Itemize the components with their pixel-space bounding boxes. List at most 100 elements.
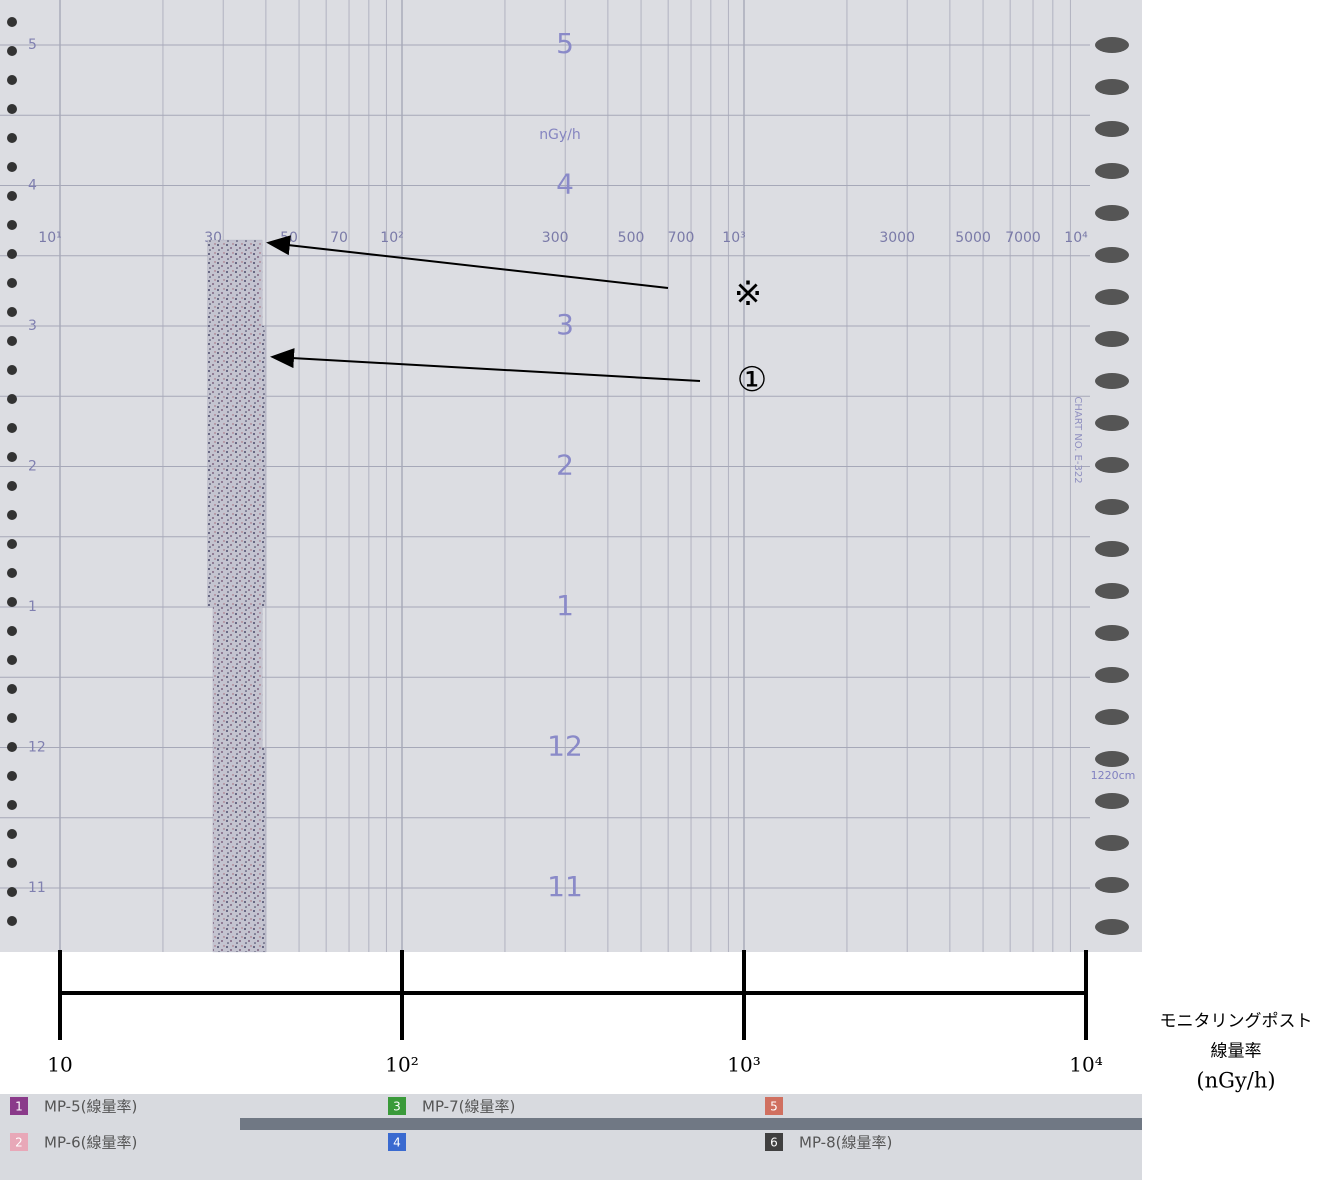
legend-swatch [10, 1133, 28, 1151]
edge-dot [7, 17, 17, 27]
edge-dot [7, 742, 17, 752]
x-axis-label: モニタリングポスト [1160, 1012, 1313, 1032]
legend-swatch [388, 1097, 406, 1115]
sprocket-hole [1095, 163, 1129, 179]
edge-dot [7, 452, 17, 462]
plot-area [207, 239, 267, 953]
sprocket-hole [1095, 289, 1129, 305]
sprocket-hole [1095, 709, 1129, 725]
edge-dot [7, 133, 17, 143]
x-tick-label: 10⁴ [1069, 1053, 1102, 1077]
paper-unit: nGy/h [539, 127, 581, 143]
chart-paper [0, 0, 1142, 952]
paper-scale-label: 5000 [955, 230, 991, 246]
sprocket-hole [1095, 37, 1129, 53]
x-axis-label: (nGy/h) [1196, 1069, 1275, 1093]
sprocket-hole [1095, 793, 1129, 809]
hour-label: 1 [556, 589, 574, 622]
paper-scale-label: 10² [380, 230, 403, 246]
legend-label: MP-8(線量率) [799, 1134, 892, 1152]
hour-label: 12 [28, 740, 46, 756]
sprocket-hole [1095, 499, 1129, 515]
arrow [270, 348, 701, 382]
hour-label: 12 [547, 730, 583, 763]
edge-dot [7, 858, 17, 868]
sprocket-hole [1095, 79, 1129, 95]
paper-scale-label: 7000 [1005, 230, 1041, 246]
legend-number: 5 [770, 1100, 778, 1114]
edge-dot [7, 713, 17, 723]
edge-dot [7, 307, 17, 317]
edge-dot [7, 829, 17, 839]
edge-dot [7, 684, 17, 694]
edge-dot [7, 568, 17, 578]
paper-scale-label: 500 [618, 230, 645, 246]
dose-rate-band [212, 747, 267, 889]
edge-dot [7, 220, 17, 230]
hour-label: 1 [28, 599, 37, 615]
sprocket-hole [1095, 121, 1129, 137]
legend-number: 6 [770, 1136, 778, 1150]
edge-dot [7, 771, 17, 781]
paper-length: 1220cm [1091, 769, 1136, 782]
legend-swatch [10, 1097, 28, 1115]
edge-dot [7, 336, 17, 346]
edge-dot [7, 887, 17, 897]
legend-label: MP-6(線量率) [44, 1134, 137, 1152]
dose-rate-band [207, 239, 263, 327]
sprocket-hole [1095, 667, 1129, 683]
paper-scale-label: 10³ [722, 230, 745, 246]
legend-label: MP-7(線量率) [422, 1098, 515, 1116]
edge-dot [7, 626, 17, 636]
annotation: ※ [734, 274, 763, 314]
edge-dot [7, 162, 17, 172]
sprocket-hole [1095, 877, 1129, 893]
edge-dot [7, 249, 17, 259]
edge-dot [7, 365, 17, 375]
edge-dot [7, 916, 17, 926]
sprocket-hole [1095, 919, 1129, 935]
sprocket-hole [1095, 583, 1129, 599]
edge-dot [7, 655, 17, 665]
x-axis-label: 線量率 [1211, 1042, 1262, 1062]
paper-scale-label: 10¹ [38, 230, 61, 246]
sprocket-hole [1095, 835, 1129, 851]
legend-swatch [765, 1097, 783, 1115]
x-tick-label: 10² [385, 1053, 418, 1077]
legend-swatch [388, 1133, 406, 1151]
hour-label: 3 [556, 308, 574, 341]
chart-number: CHART NO. E-322 [1072, 396, 1083, 483]
edge-dot [7, 75, 17, 85]
sprocket-hole [1095, 247, 1129, 263]
sprocket-hole [1095, 751, 1129, 767]
dose-rate-band [207, 466, 267, 608]
hour-label: 11 [28, 880, 46, 896]
hour-label: 11 [547, 870, 583, 903]
edge-dot [7, 423, 17, 433]
legend-number: 3 [393, 1100, 401, 1114]
legend-label: MP-5(線量率) [44, 1098, 137, 1116]
sprocket-hole [1095, 457, 1129, 473]
sprocket-hole [1095, 415, 1129, 431]
edge-dot [7, 510, 17, 520]
hour-label: 5 [556, 27, 574, 60]
hour-label: 4 [556, 168, 574, 201]
paper-scale-label: 70 [330, 230, 348, 246]
paper-grid: 10¹ 30 50 70 10² 300 500 700 10³ 3000 5000 7000 10⁴5… [0, 0, 1129, 952]
paper-scale-label: 700 [668, 230, 695, 246]
arrow [266, 235, 669, 289]
edge-dot [7, 539, 17, 549]
paper-scale-label: 10⁴ [1064, 230, 1088, 246]
edge-dot [7, 46, 17, 56]
hour-label: 5 [28, 37, 37, 53]
legend-stripe [240, 1118, 1142, 1130]
sprocket-hole [1095, 205, 1129, 221]
hour-label: 4 [28, 178, 37, 194]
x-tick-label: 10 [47, 1053, 72, 1077]
dose-rate-band [212, 606, 263, 748]
paper-scale-label: 300 [542, 230, 569, 246]
legend-items: 1 MP-5(線量率) 2 MP-6(線量率) 3 MP-7(線量率) 4 5 6 MP-8(線量… [10, 1097, 892, 1152]
dose-rate-band [207, 325, 267, 467]
